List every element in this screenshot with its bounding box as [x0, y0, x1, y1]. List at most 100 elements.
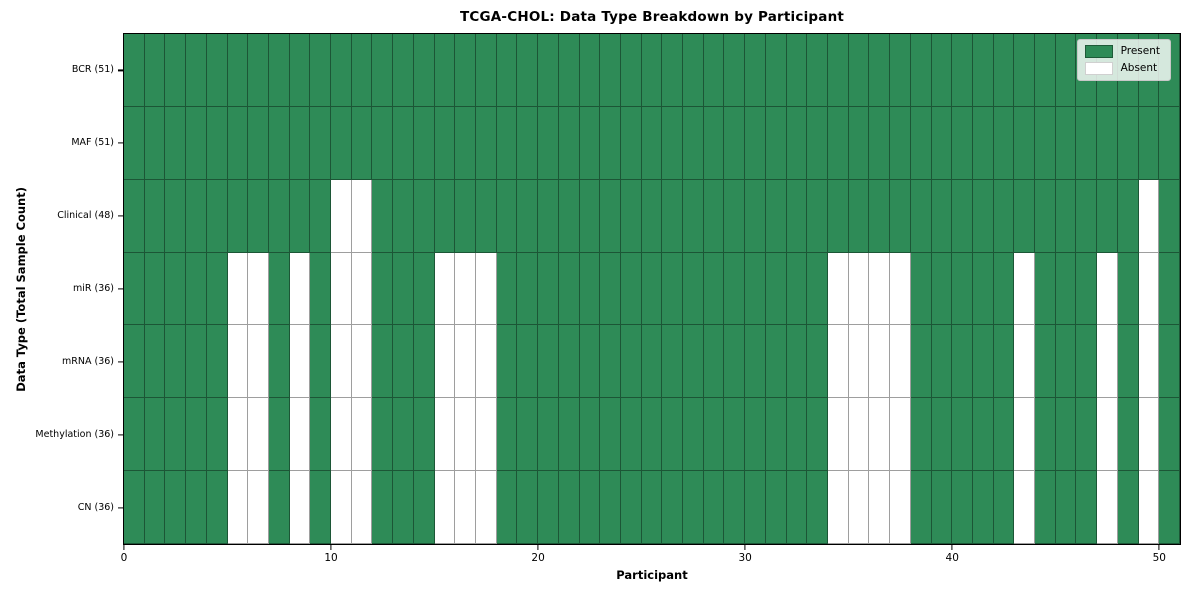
cell-BCR-41 — [972, 34, 994, 107]
cell-BCR-37 — [890, 34, 911, 107]
cell-CN-48 — [1117, 471, 1139, 544]
cell-miR-22 — [579, 252, 601, 326]
cell-miR-37 — [890, 252, 911, 326]
cell-Methylation-25 — [641, 398, 663, 472]
cell-mRNA-41 — [972, 325, 994, 399]
cell-Methylation-28 — [703, 398, 725, 472]
y-tick-mark-miR — [118, 288, 123, 290]
cell-BCR-27 — [683, 34, 704, 107]
cell-mRNA-45 — [1055, 325, 1077, 399]
cell-CN-42 — [993, 471, 1015, 544]
cell-CN-10 — [331, 471, 352, 544]
cell-CN-0 — [124, 471, 145, 544]
cell-MAF-31 — [765, 106, 787, 180]
cell-mRNA-8 — [289, 325, 311, 399]
cell-CN-47 — [1097, 471, 1118, 544]
legend-label-present: Present — [1120, 45, 1160, 57]
y-tick-label-Methylation: Methylation (36) — [35, 428, 114, 440]
cell-CN-38 — [910, 471, 932, 544]
present-swatch-icon — [1084, 45, 1113, 58]
cell-CN-17 — [476, 471, 497, 544]
cell-miR-32 — [786, 252, 808, 326]
cell-MAF-4 — [206, 106, 228, 180]
cell-MAF-6 — [248, 106, 269, 180]
cell-MAF-40 — [952, 106, 973, 180]
cell-MAF-36 — [869, 106, 891, 180]
y-tick-label-BCR: BCR (51) — [71, 64, 114, 76]
cell-miR-2 — [165, 252, 187, 326]
cell-MAF-15 — [434, 106, 456, 180]
cell-Clinical-32 — [786, 179, 808, 253]
y-tick-label-MAF: MAF (51) — [71, 137, 114, 149]
cell-Methylation-17 — [476, 398, 497, 472]
cell-Methylation-16 — [455, 398, 476, 472]
cell-Clinical-34 — [828, 179, 849, 253]
cell-MAF-2 — [165, 106, 187, 180]
cell-CN-24 — [620, 471, 642, 544]
cell-Methylation-13 — [393, 398, 414, 472]
cell-miR-50 — [1159, 252, 1180, 326]
cell-BCR-20 — [538, 34, 559, 107]
cell-mRNA-3 — [186, 325, 207, 399]
cell-MAF-22 — [579, 106, 601, 180]
cell-Methylation-24 — [620, 398, 642, 472]
cell-BCR-30 — [745, 34, 766, 107]
cell-mRNA-23 — [600, 325, 621, 399]
cell-BCR-0 — [124, 34, 145, 107]
cell-Clinical-22 — [579, 179, 601, 253]
cell-MAF-50 — [1159, 106, 1180, 180]
cell-miR-33 — [807, 252, 828, 326]
cell-mRNA-22 — [579, 325, 601, 399]
cell-MAF-42 — [993, 106, 1015, 180]
cell-Methylation-34 — [828, 398, 849, 472]
cell-BCR-33 — [807, 34, 828, 107]
cell-Methylation-33 — [807, 398, 828, 472]
cell-Methylation-48 — [1117, 398, 1139, 472]
cell-Methylation-35 — [848, 398, 870, 472]
cell-Methylation-8 — [289, 398, 311, 472]
cell-Methylation-31 — [765, 398, 787, 472]
cell-Clinical-41 — [972, 179, 994, 253]
cell-miR-44 — [1035, 252, 1056, 326]
cell-mRNA-15 — [434, 325, 456, 399]
cell-miR-11 — [351, 252, 373, 326]
cell-miR-5 — [227, 252, 249, 326]
cell-MAF-1 — [144, 106, 166, 180]
cell-Methylation-42 — [993, 398, 1015, 472]
cell-MAF-12 — [372, 106, 394, 180]
cell-CN-34 — [828, 471, 849, 544]
cell-Clinical-43 — [1014, 179, 1036, 253]
cell-BCR-34 — [828, 34, 849, 107]
cell-MAF-9 — [310, 106, 332, 180]
cell-miR-7 — [268, 252, 290, 326]
cell-BCR-18 — [496, 34, 518, 107]
cell-MAF-17 — [476, 106, 497, 180]
cell-Clinical-4 — [206, 179, 228, 253]
cell-BCR-31 — [765, 34, 787, 107]
x-tick-mark-30 — [744, 545, 746, 550]
cell-Methylation-6 — [248, 398, 269, 472]
y-tick-mark-BCR — [118, 69, 123, 72]
cell-Clinical-8 — [289, 179, 311, 253]
cell-BCR-14 — [413, 34, 435, 107]
cell-mRNA-21 — [558, 325, 580, 399]
cell-Methylation-45 — [1055, 398, 1077, 472]
cell-MAF-18 — [496, 106, 518, 180]
cell-BCR-12 — [372, 34, 394, 107]
cell-miR-18 — [496, 252, 518, 326]
cell-MAF-34 — [828, 106, 849, 180]
cell-Clinical-18 — [496, 179, 518, 253]
cell-CN-25 — [641, 471, 663, 544]
cell-CN-3 — [186, 471, 207, 544]
cell-mRNA-39 — [931, 325, 953, 399]
legend-entry-present: Present — [1084, 45, 1160, 58]
cell-mRNA-44 — [1035, 325, 1056, 399]
cell-mRNA-31 — [765, 325, 787, 399]
cell-mRNA-4 — [206, 325, 228, 399]
cell-mRNA-11 — [351, 325, 373, 399]
cell-Clinical-21 — [558, 179, 580, 253]
cell-mRNA-36 — [869, 325, 891, 399]
cell-Clinical-45 — [1055, 179, 1077, 253]
cell-CN-9 — [310, 471, 332, 544]
cell-MAF-30 — [745, 106, 766, 180]
